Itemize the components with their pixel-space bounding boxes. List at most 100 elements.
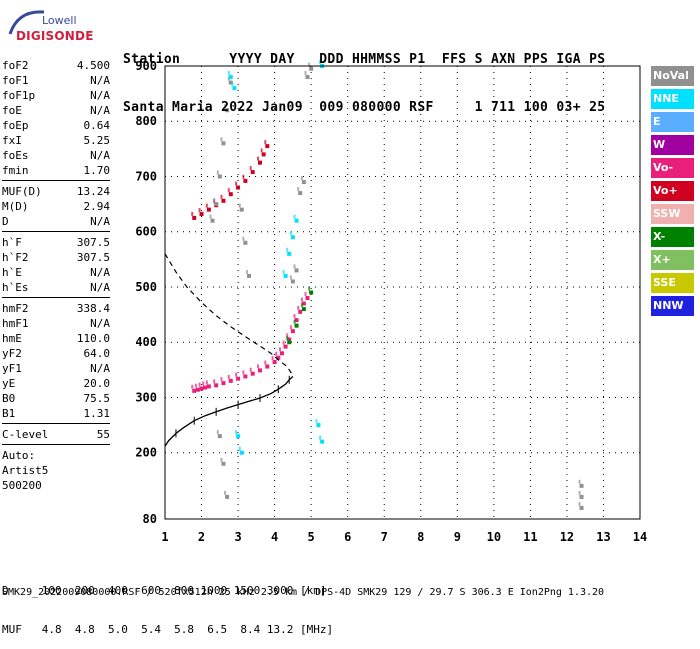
param-label: 500200 <box>2 479 42 492</box>
data-point <box>300 303 303 308</box>
data-point <box>250 371 255 376</box>
param-value: 2.94 <box>83 200 111 213</box>
x-tick-label: 12 <box>560 530 574 544</box>
grid <box>165 66 640 519</box>
data-point <box>294 268 299 273</box>
x-tick-label: 3 <box>234 530 241 544</box>
param-label: hmF1 <box>2 317 29 330</box>
data-point <box>301 180 306 185</box>
x-tick-label: 8 <box>417 530 424 544</box>
param-label: B1 <box>2 407 16 420</box>
legend: NoVal NNE E W Vo- Vo+ SSW X- X+ SSE NNW <box>651 66 694 319</box>
data-point <box>225 494 230 499</box>
param-row: D N/A <box>2 214 110 229</box>
data-point <box>246 269 249 274</box>
param-row: M(D) 2.94 <box>2 199 110 214</box>
data-point <box>206 384 211 389</box>
param-row: yE 20.0 <box>2 376 110 391</box>
x-tick-label: 13 <box>596 530 610 544</box>
data-point <box>205 380 208 385</box>
data-point <box>319 60 322 64</box>
data-point <box>276 355 281 360</box>
data-point <box>286 336 289 341</box>
data-point <box>198 208 201 213</box>
x-tick-label: 1 <box>161 530 168 544</box>
data-point <box>309 66 314 71</box>
data-point <box>579 494 584 499</box>
data-point <box>228 192 233 197</box>
param-label: Artist5 <box>2 464 49 477</box>
legend-item: W <box>651 135 694 155</box>
muf-table: D 100 200 400 600 800 1000 1500 3000 [km… <box>2 558 333 649</box>
legend-item: Vo+ <box>651 181 694 201</box>
y-tick-label: 600 <box>135 225 157 239</box>
data-point <box>578 501 581 506</box>
param-row: yF2 64.0 <box>2 346 110 361</box>
param-label: foF1p <box>2 89 36 102</box>
file-info-line: SMK29_2022009080000.RSF / 520fx512h 25 k… <box>2 587 605 598</box>
legend-item: E <box>651 112 694 132</box>
param-value: N/A <box>90 317 110 330</box>
param-row: Artist5 <box>2 463 110 478</box>
param-separator <box>2 297 110 298</box>
param-row: hmF2 338.4 <box>2 301 110 316</box>
data-point <box>579 505 584 510</box>
param-label: h`F <box>2 236 22 249</box>
param-label: M(D) <box>2 200 29 213</box>
data-point <box>225 108 230 113</box>
param-row: MUF(D) 13.24 <box>2 184 110 199</box>
param-label: Auto: <box>2 449 36 462</box>
data-point <box>289 325 292 330</box>
data-point <box>221 461 226 466</box>
param-label: h`E <box>2 266 22 279</box>
data-point <box>289 275 292 280</box>
param-value: 1.31 <box>83 407 111 420</box>
param-value: N/A <box>90 266 110 279</box>
data-point <box>298 191 303 196</box>
param-row: foF1 N/A <box>2 73 110 88</box>
x-tick-label: 14 <box>633 530 647 544</box>
param-separator <box>2 231 110 232</box>
data-point <box>238 203 241 208</box>
data-point <box>289 231 292 236</box>
data-point <box>224 490 227 495</box>
data-point <box>300 176 303 181</box>
param-row: h`Es N/A <box>2 280 110 295</box>
data-point <box>202 381 205 386</box>
data-point <box>216 430 219 435</box>
data-point <box>243 374 248 379</box>
param-value: 20.0 <box>83 377 111 390</box>
data-point <box>286 247 289 252</box>
data-point <box>250 170 255 175</box>
data-point <box>271 356 274 361</box>
data-point <box>300 297 303 302</box>
data-point <box>290 279 295 284</box>
data-point <box>305 296 310 301</box>
param-label: yE <box>2 377 16 390</box>
y-tick-label: 900 <box>135 59 157 73</box>
param-value: 64.0 <box>83 347 111 360</box>
data-point <box>308 286 311 291</box>
curves <box>164 253 294 451</box>
param-label: yF1 <box>2 362 22 375</box>
data-point <box>264 140 267 145</box>
data-point <box>293 314 296 319</box>
data-point <box>272 360 277 365</box>
distance-row: D 100 200 400 600 800 1000 1500 3000 [km… <box>2 584 327 597</box>
data-point <box>220 137 223 142</box>
data-point <box>236 185 241 190</box>
param-label: B0 <box>2 392 16 405</box>
param-row: h`F 307.5 <box>2 235 110 250</box>
data-point <box>275 351 278 356</box>
data-point <box>213 379 216 384</box>
param-label: hmF2 <box>2 302 29 315</box>
data-point <box>221 141 226 146</box>
data-point <box>192 215 197 220</box>
data-point <box>320 439 325 444</box>
data-point <box>287 340 292 345</box>
data-point <box>265 144 270 149</box>
data-point <box>195 387 200 392</box>
param-value: 5.25 <box>83 134 111 147</box>
param-row: foEs N/A <box>2 148 110 163</box>
data-point <box>315 419 318 424</box>
